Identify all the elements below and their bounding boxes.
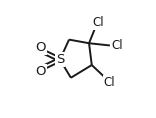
Text: Cl: Cl bbox=[92, 16, 104, 29]
Text: Cl: Cl bbox=[111, 39, 123, 53]
Text: Cl: Cl bbox=[103, 76, 115, 89]
Text: O: O bbox=[36, 65, 46, 78]
Text: S: S bbox=[56, 53, 64, 66]
Text: O: O bbox=[36, 41, 46, 54]
